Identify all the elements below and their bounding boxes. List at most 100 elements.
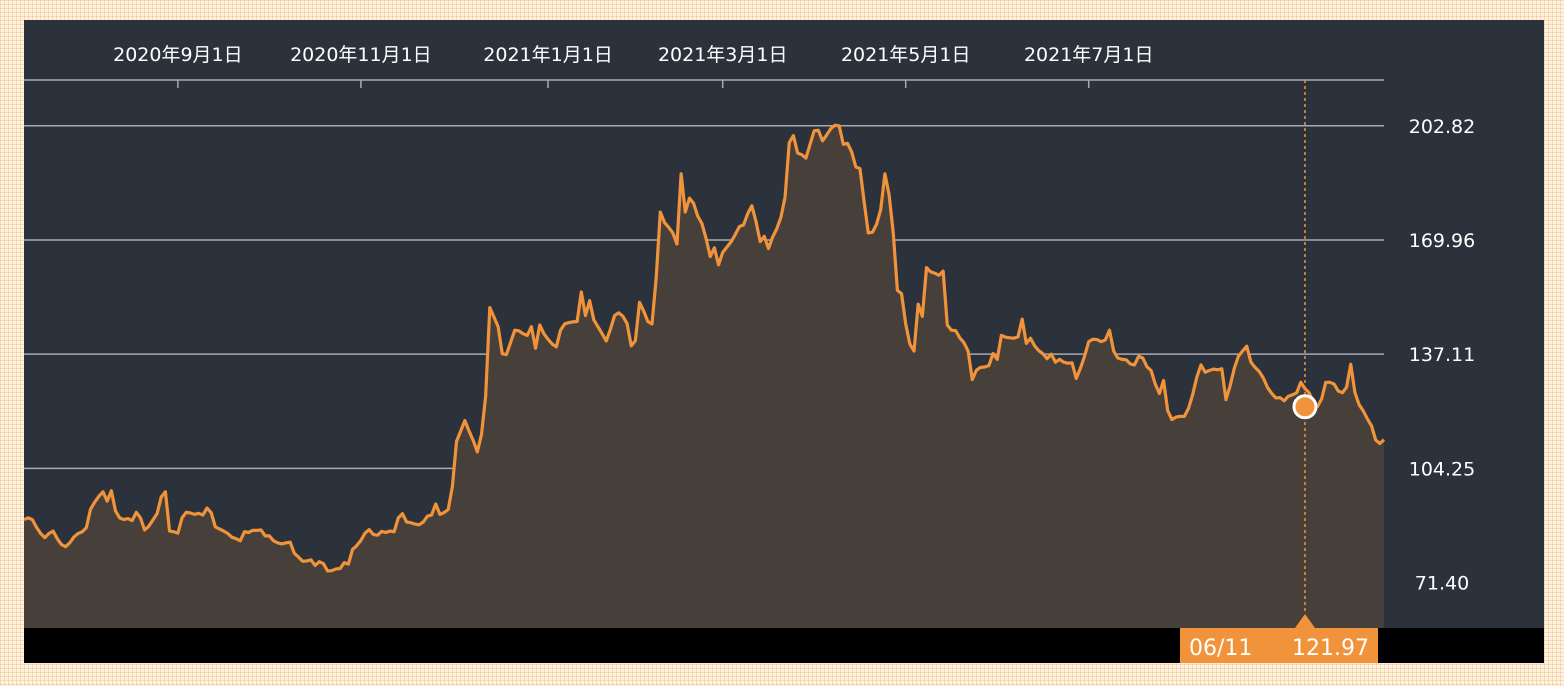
data-point	[758, 240, 762, 244]
tooltip-value: 121.97	[1292, 636, 1369, 661]
data-point	[667, 225, 671, 229]
data-point	[816, 128, 820, 132]
highlight-marker[interactable]	[1292, 394, 1318, 420]
data-point	[721, 250, 725, 254]
data-point	[983, 365, 987, 369]
data-point	[1361, 409, 1365, 413]
y-tick-label: 104.25	[1409, 458, 1475, 480]
x-tick-label: 2020年9月1日	[113, 44, 243, 66]
data-point	[1187, 406, 1191, 410]
data-point	[1249, 360, 1253, 364]
data-point	[1132, 363, 1136, 367]
data-point	[217, 527, 221, 531]
data-point	[39, 531, 43, 535]
data-point	[184, 510, 188, 514]
data-point	[180, 516, 184, 520]
y-tick-label: 71.40	[1415, 572, 1469, 594]
data-point	[1199, 363, 1203, 367]
data-point	[837, 124, 841, 128]
data-point	[1266, 386, 1270, 390]
data-point	[30, 518, 34, 522]
data-point	[916, 302, 920, 306]
data-point	[1045, 357, 1049, 361]
data-point	[1008, 336, 1012, 340]
data-point	[954, 329, 958, 333]
data-point	[1324, 380, 1328, 384]
data-point	[193, 512, 197, 516]
data-point	[1070, 361, 1074, 365]
data-point	[742, 223, 746, 227]
data-point	[446, 508, 450, 512]
data-point	[1174, 415, 1178, 419]
data-point	[168, 529, 172, 533]
data-point	[821, 139, 825, 143]
data-point	[188, 511, 192, 515]
y-axis: 202.82 169.96 137.11 104.25 71.40	[1409, 116, 1475, 595]
data-point	[321, 562, 325, 566]
data-point	[958, 336, 962, 340]
data-point	[746, 212, 750, 216]
data-point	[130, 519, 134, 523]
price-chart[interactable]: 2020年9月1日 2020年11月1日 2021年1月1日 2021年3月1日 202…	[24, 20, 1544, 663]
data-point	[895, 288, 899, 292]
y-tick-label: 137.11	[1409, 344, 1475, 366]
data-point	[683, 210, 687, 214]
data-point	[26, 516, 30, 520]
data-point	[904, 322, 908, 326]
data-point	[1149, 369, 1153, 373]
data-point	[392, 530, 396, 534]
data-point	[999, 333, 1003, 337]
data-point	[1278, 396, 1282, 400]
data-point	[737, 225, 741, 229]
x-tick-label: 2021年5月1日	[841, 44, 971, 66]
data-point	[845, 141, 849, 145]
data-point	[1166, 409, 1170, 413]
data-point	[621, 314, 625, 318]
data-point	[775, 227, 779, 231]
data-point	[866, 231, 870, 235]
data-point	[525, 333, 529, 337]
data-point	[908, 342, 912, 346]
data-point	[1349, 362, 1353, 366]
data-point	[662, 220, 666, 224]
data-point	[1074, 377, 1078, 381]
data-point	[608, 327, 612, 331]
data-point	[64, 545, 68, 549]
data-point	[1232, 366, 1236, 370]
data-point	[1095, 338, 1099, 342]
data-point	[529, 325, 533, 329]
data-point	[430, 513, 434, 517]
data-point	[384, 530, 388, 534]
data-point	[159, 495, 163, 499]
data-point	[475, 450, 479, 454]
data-point	[1141, 356, 1145, 360]
data-point	[1053, 360, 1057, 364]
data-point	[1270, 391, 1274, 395]
data-point	[1033, 344, 1037, 348]
data-point	[1216, 368, 1220, 372]
data-point	[176, 531, 180, 535]
data-point	[687, 196, 691, 200]
data-point	[1228, 384, 1232, 388]
data-point	[1012, 336, 1016, 340]
data-point	[796, 151, 800, 155]
data-point	[500, 352, 504, 356]
data-point	[421, 520, 425, 524]
data-point	[338, 567, 342, 571]
data-point	[941, 269, 945, 273]
data-point	[201, 513, 205, 517]
data-point	[1153, 382, 1157, 386]
data-point	[230, 535, 234, 539]
data-point	[704, 236, 708, 240]
data-point	[995, 357, 999, 361]
data-point	[729, 240, 733, 244]
data-point	[1224, 398, 1228, 402]
data-point	[334, 567, 338, 571]
data-point	[1370, 424, 1374, 428]
data-point	[1257, 370, 1261, 374]
data-point	[1340, 391, 1344, 395]
data-point	[417, 523, 421, 527]
data-point	[1195, 375, 1199, 379]
data-point	[1049, 352, 1053, 356]
data-point	[467, 429, 471, 433]
